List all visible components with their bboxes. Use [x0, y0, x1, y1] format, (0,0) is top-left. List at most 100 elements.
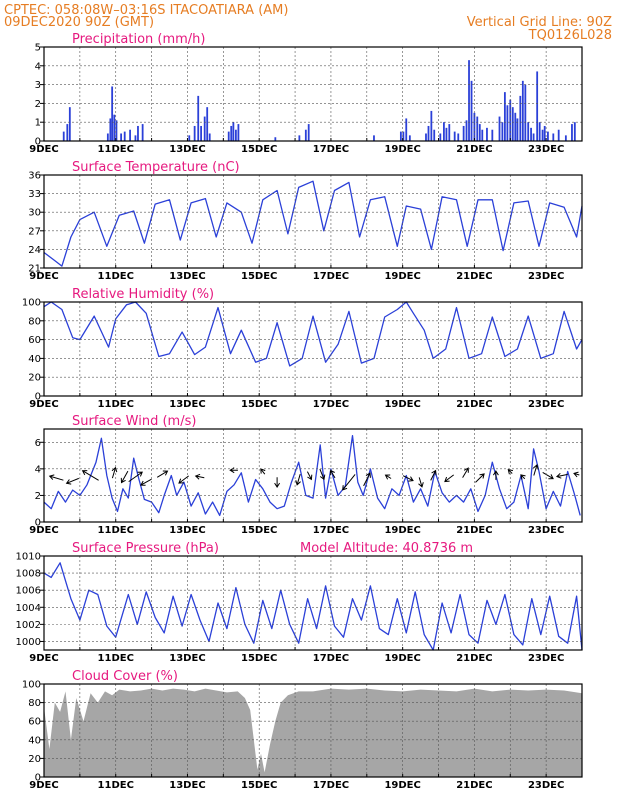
precip-bar — [227, 131, 230, 141]
wind-arrow — [194, 473, 205, 480]
x-tick-label: 9DEC — [29, 271, 58, 282]
precip-bar — [274, 137, 277, 141]
x-tick-label: 21DEC — [456, 525, 492, 536]
y-tick-label: 100 — [22, 680, 41, 691]
x-tick-label: 19DEC — [384, 144, 420, 155]
precip-bar — [113, 114, 116, 141]
humidity-title: Relative Humidity (%) — [72, 287, 214, 302]
humidity-line — [43, 301, 583, 367]
header-right-line2: TQ0126L028 — [528, 28, 612, 43]
precip-bar — [373, 135, 375, 141]
precip-bar — [206, 107, 209, 141]
precip-bar — [506, 105, 509, 141]
x-tick-label: 9DEC — [29, 399, 58, 410]
cloud-cover-area — [44, 688, 582, 777]
wind-arrow — [520, 474, 526, 480]
y-tick-label: 36 — [28, 171, 41, 182]
wind-arrow — [430, 469, 437, 481]
precip-bar — [425, 133, 427, 141]
precip-bar — [298, 135, 301, 141]
precip-bar — [470, 80, 473, 141]
wind-arrow — [555, 472, 568, 479]
y-tick-label: 80 — [28, 316, 41, 327]
y-tick-label: 100 — [22, 298, 41, 309]
y-tick-label: 60 — [28, 717, 41, 728]
precip-bar — [134, 135, 137, 141]
y-tick-label: 6 — [35, 438, 41, 449]
y-tick-label: 1006 — [16, 586, 41, 597]
y-tick-label: 1002 — [16, 620, 41, 631]
temperature-title: Surface Temperature (nC) — [72, 160, 240, 175]
pressure-panel: 1000 1002 1004 1006 1008 1010 9DEC 11DEC 13DEC 15… — [16, 541, 583, 664]
x-tick-label: 9DEC — [29, 780, 58, 791]
precip-bar — [491, 129, 494, 141]
x-tick-label: 17DEC — [313, 525, 349, 536]
y-tick-label: 33 — [28, 189, 41, 200]
precip-bar — [237, 124, 240, 141]
precip-bar — [557, 129, 560, 141]
pressure-title: Surface Pressure (hPa) — [72, 541, 219, 556]
precip-bar — [208, 133, 211, 141]
precip-bar — [486, 127, 488, 141]
x-tick-label: 13DEC — [169, 271, 205, 282]
x-tick-label: 19DEC — [384, 653, 420, 664]
x-tick-label: 15DEC — [241, 144, 277, 155]
wind-arrow — [81, 470, 99, 481]
x-tick-label: 9DEC — [29, 653, 58, 664]
precip-bar — [519, 95, 522, 141]
x-tick-label: 11DEC — [98, 399, 134, 410]
x-tick-label: 21DEC — [456, 780, 492, 791]
precip-bar — [498, 116, 501, 141]
humidity-panel: 0 20 40 60 80 100 9DEC 11DEC 13DEC 15DEC 17DEC 19DE… — [22, 287, 583, 410]
wind-line — [43, 434, 581, 517]
precip-bar — [120, 133, 123, 141]
y-tick-label: 2 — [35, 491, 41, 502]
y-tick-label: 30 — [28, 208, 41, 219]
wind-arrow — [533, 463, 539, 476]
precip-bar — [141, 124, 144, 141]
precip-bar — [427, 125, 430, 141]
wind-arrow — [384, 474, 392, 480]
precip-bar — [521, 80, 524, 141]
precip-bar — [402, 131, 405, 141]
precip-bar — [443, 122, 445, 141]
x-tick-label: 17DEC — [313, 653, 349, 664]
header-left-line1: CPTEC: 058:08W–03:16S ITACOATIARA (AM) — [4, 3, 288, 18]
wind-arrow — [342, 474, 356, 491]
precip-bar — [524, 84, 527, 141]
x-tick-label: 11DEC — [98, 780, 134, 791]
precip-bar — [538, 122, 541, 141]
x-tick-label: 13DEC — [169, 144, 205, 155]
y-tick-label: 24 — [28, 245, 41, 256]
y-tick-label: 2 — [35, 99, 41, 110]
y-tick-label: 1008 — [16, 569, 41, 580]
wind-arrow — [178, 475, 189, 484]
precip-bar — [476, 116, 479, 141]
precip-bar — [106, 133, 109, 141]
precip-bar — [68, 107, 71, 141]
wind-arrow — [329, 469, 336, 479]
precipitation-plot-area — [44, 47, 582, 141]
precip-bar — [197, 95, 200, 141]
wind-arrow — [120, 470, 129, 484]
wind-arrow — [306, 471, 313, 481]
x-tick-label: 17DEC — [313, 780, 349, 791]
x-tick-label: 19DEC — [384, 399, 420, 410]
precip-bar — [408, 135, 411, 141]
humidity-frame — [43, 301, 583, 397]
y-tick-label: 80 — [28, 698, 41, 709]
y-tick-label: 1 — [35, 118, 41, 129]
precip-bar — [457, 133, 460, 141]
x-tick-label: 15DEC — [241, 271, 277, 282]
precip-bar — [399, 131, 402, 141]
precip-bar — [307, 124, 310, 141]
precip-bar — [203, 116, 206, 141]
precip-bar — [62, 131, 65, 141]
x-tick-label: 15DEC — [241, 653, 277, 664]
precip-bar — [543, 125, 546, 141]
precip-bar — [433, 129, 436, 141]
wind-arrow — [65, 477, 79, 485]
precip-bar — [547, 131, 549, 141]
y-tick-label: 5 — [35, 43, 41, 54]
